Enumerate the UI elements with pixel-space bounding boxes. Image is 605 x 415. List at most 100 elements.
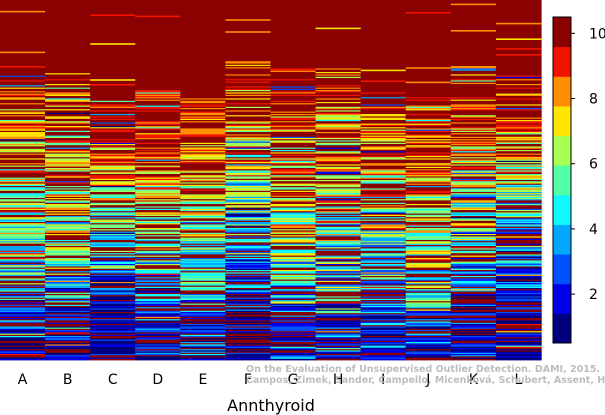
heatmap-cell xyxy=(495,292,542,295)
heatmap-cell xyxy=(90,267,136,270)
x-tick-label: G xyxy=(288,372,299,388)
heatmap-cell xyxy=(495,114,542,116)
heatmap-cell xyxy=(360,102,407,104)
heatmap-cell xyxy=(360,172,407,175)
heatmap-cell xyxy=(225,334,272,337)
heatmap-cell xyxy=(135,286,181,289)
heatmap-cell xyxy=(315,133,362,135)
heatmap-cell xyxy=(315,202,362,205)
heatmap-cell xyxy=(450,73,497,75)
heatmap-cell xyxy=(0,145,46,147)
heatmap-cell xyxy=(45,194,91,196)
heatmap-cell xyxy=(360,177,407,180)
heatmap-cell xyxy=(495,270,542,272)
heatmap-cell xyxy=(315,224,362,226)
heatmap-cell xyxy=(0,236,46,238)
heatmap-cell xyxy=(495,206,542,208)
heatmap-cell xyxy=(0,178,46,181)
heatmap-cell xyxy=(0,254,46,256)
heatmap-cell xyxy=(495,98,542,100)
heatmap-cell xyxy=(135,265,181,267)
heatmap-cell xyxy=(225,307,272,309)
heatmap-cell xyxy=(315,313,362,315)
heatmap-cell xyxy=(315,312,362,314)
heatmap-cell xyxy=(450,187,497,189)
heatmap-cell xyxy=(225,138,272,140)
heatmap-cell xyxy=(45,276,91,278)
heatmap-cell xyxy=(360,168,407,170)
heatmap-cell xyxy=(0,340,46,343)
heatmap-cell xyxy=(135,256,181,259)
heatmap-cell xyxy=(360,146,407,148)
heatmap-cell xyxy=(90,318,136,320)
heatmap-cell xyxy=(495,324,542,326)
heatmap-cell xyxy=(90,142,136,145)
heatmap-cell xyxy=(315,92,362,94)
heatmap-cell xyxy=(315,116,362,118)
heatmap-cell xyxy=(135,249,181,252)
heatmap-cell xyxy=(270,138,317,140)
heatmap-cell xyxy=(135,307,181,309)
heatmap-cell xyxy=(180,232,227,235)
heatmap-cell xyxy=(0,116,46,118)
heatmap-cell xyxy=(495,280,542,283)
heatmap-cell xyxy=(90,352,136,355)
heatmap-cell xyxy=(45,91,91,93)
heatmap-cell xyxy=(270,284,317,286)
heatmap-cell xyxy=(405,139,452,141)
heatmap-cell xyxy=(270,343,317,345)
heatmap-cell xyxy=(180,264,227,266)
heatmap-cell xyxy=(45,124,91,127)
heatmap-cell xyxy=(225,106,272,109)
heatmap-cell xyxy=(135,151,181,153)
heatmap-cell xyxy=(405,308,452,310)
heatmap-cell xyxy=(135,146,181,148)
heatmap-cell xyxy=(45,295,91,297)
heatmap-cell xyxy=(360,274,407,277)
heatmap-cell xyxy=(225,219,272,222)
heatmap-cell xyxy=(90,309,136,312)
heatmap-cell xyxy=(180,150,227,152)
heatmap-cell xyxy=(315,250,362,253)
heatmap-cell xyxy=(270,237,317,240)
heatmap-cell xyxy=(90,322,136,325)
heatmap-cell xyxy=(180,322,227,325)
heatmap-cell xyxy=(45,307,91,309)
heatmap-cell xyxy=(405,342,452,344)
heatmap-cell xyxy=(315,332,362,334)
heatmap-cell xyxy=(135,159,181,162)
heatmap-cell xyxy=(180,186,227,188)
heatmap-cell xyxy=(450,259,497,261)
heatmap-cell xyxy=(0,94,46,97)
heatmap-cell xyxy=(495,318,542,320)
heatmap-cell xyxy=(225,177,272,180)
heatmap-cell xyxy=(495,312,542,314)
heatmap-cell xyxy=(180,237,227,240)
heatmap-cell xyxy=(315,87,362,90)
heatmap-cell xyxy=(180,295,227,297)
heatmap-cell xyxy=(270,159,317,162)
heatmap-cell xyxy=(135,116,181,118)
heatmap-cell xyxy=(315,306,362,308)
heatmap-cell xyxy=(135,313,181,315)
heatmap-cell xyxy=(405,158,452,160)
heatmap-cell xyxy=(0,298,46,301)
heatmap-cell xyxy=(315,228,362,230)
heatmap-cell xyxy=(495,346,542,349)
colorbar-segment xyxy=(553,165,571,196)
heatmap-cell xyxy=(405,325,452,327)
heatmap-cell xyxy=(180,304,227,307)
heatmap-cell xyxy=(0,204,46,206)
heatmap-cell xyxy=(180,98,227,100)
heatmap-cell xyxy=(360,358,407,361)
heatmap-cell xyxy=(315,268,362,271)
heatmap-cell xyxy=(45,153,91,156)
heatmap-cell xyxy=(180,174,227,176)
heatmap-cell xyxy=(180,242,227,244)
heatmap-cell xyxy=(45,176,91,178)
heatmap-cell xyxy=(495,326,542,328)
heatmap-cell xyxy=(450,106,497,109)
heatmap-cell xyxy=(360,151,407,153)
heatmap-cell xyxy=(270,94,317,97)
heatmap-cell xyxy=(45,73,91,75)
